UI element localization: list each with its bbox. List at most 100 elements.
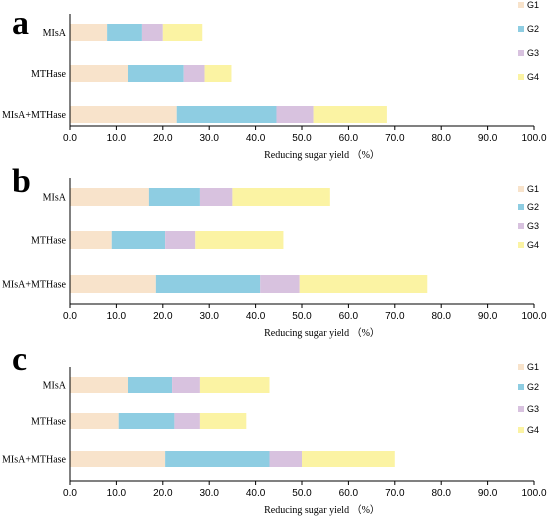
legend-label-g2: G2 <box>527 202 539 212</box>
legend-swatch-g2 <box>518 204 524 210</box>
legend-swatch-g1 <box>518 364 524 370</box>
legend-label-g3: G3 <box>527 48 539 58</box>
legend-label-g3: G3 <box>527 221 539 231</box>
bar-c-misa-mthase-g4 <box>302 451 395 467</box>
bar-a-misa-g2 <box>107 24 142 41</box>
bar-b-mthase-g4 <box>195 231 284 249</box>
bar-c-misa-mthase-g1 <box>70 451 166 467</box>
bar-a-misa-mthase-g1 <box>70 106 177 123</box>
legend-label-g1: G1 <box>527 0 539 10</box>
legend-label-g2: G2 <box>527 24 539 34</box>
category-label: MTHase <box>31 417 67 428</box>
x-tick-label: 30.0 <box>199 311 219 322</box>
x-tick-label: 60.0 <box>339 488 359 499</box>
legend-swatch-g4 <box>518 242 524 248</box>
bar-a-misa-mthase-g3 <box>276 106 314 123</box>
legend-swatch-g4 <box>518 427 524 433</box>
bar-c-mthase-g4 <box>199 413 247 429</box>
legend-swatch-g4 <box>518 74 524 80</box>
legend-swatch-g1 <box>518 2 524 8</box>
x-tick-label: 100.0 <box>521 311 546 322</box>
x-tick-label: 50.0 <box>292 488 312 499</box>
bar-a-misa-g1 <box>70 24 108 41</box>
panel-letter-b: b <box>12 163 31 200</box>
legend-label-g1: G1 <box>527 184 539 194</box>
bar-b-misa-mthase-g1 <box>70 275 156 293</box>
x-tick-label: 80.0 <box>431 311 451 322</box>
x-axis-title: Reducing sugar yield （%） <box>264 149 380 161</box>
bar-b-misa-g4 <box>232 188 330 206</box>
bar-c-mthase-g1 <box>70 413 119 429</box>
category-label: MIsA <box>43 193 67 204</box>
bar-c-misa-mthase-g3 <box>269 451 302 467</box>
bar-b-misa-g3 <box>199 188 233 206</box>
legend-label-g3: G3 <box>527 404 539 414</box>
x-tick-label: 40.0 <box>246 311 266 322</box>
x-tick-label: 0.0 <box>63 133 77 144</box>
x-tick-label: 40.0 <box>246 488 266 499</box>
category-label: MIsA+MTHase <box>2 455 67 466</box>
legend-swatch-g3 <box>518 50 524 56</box>
bar-c-mthase-g3 <box>174 413 200 429</box>
bar-b-mthase-g3 <box>165 231 196 249</box>
x-tick-label: 80.0 <box>431 133 451 144</box>
bar-b-mthase-g2 <box>111 231 166 249</box>
x-tick-label: 20.0 <box>153 311 173 322</box>
legend-label-g1: G1 <box>527 362 539 372</box>
category-label: MIsA+MTHase <box>2 110 67 121</box>
legend-label-g4: G4 <box>527 240 539 250</box>
panel-letter-a: a <box>12 5 29 42</box>
x-axis-title: Reducing sugar yield （%） <box>264 327 380 339</box>
bar-b-misa-g1 <box>70 188 149 206</box>
category-label: MIsA+MTHase <box>2 280 67 291</box>
bar-c-misa-g1 <box>70 377 128 393</box>
x-tick-label: 0.0 <box>63 311 77 322</box>
bar-a-mthase-g2 <box>128 65 184 82</box>
bar-a-misa-g3 <box>141 24 163 41</box>
x-tick-label: 80.0 <box>431 488 451 499</box>
legend-label-g4: G4 <box>527 425 539 435</box>
legend-swatch-g2 <box>518 26 524 32</box>
x-tick-label: 70.0 <box>385 133 405 144</box>
bar-a-misa-mthase-g2 <box>176 106 277 123</box>
x-tick-label: 20.0 <box>153 488 173 499</box>
x-tick-label: 70.0 <box>385 488 405 499</box>
x-axis-title: Reducing sugar yield （%） <box>264 504 380 516</box>
bar-b-misa-mthase-g4 <box>299 275 428 293</box>
bar-b-mthase-g1 <box>70 231 112 249</box>
x-tick-label: 0.0 <box>63 488 77 499</box>
x-tick-label: 50.0 <box>292 133 312 144</box>
x-tick-label: 50.0 <box>292 311 312 322</box>
x-tick-label: 20.0 <box>153 133 173 144</box>
legend-label-g4: G4 <box>527 72 539 82</box>
bar-a-mthase-g3 <box>183 65 205 82</box>
legend-swatch-g2 <box>518 384 524 390</box>
bar-a-misa-g4 <box>162 24 203 41</box>
bar-c-misa-mthase-g2 <box>165 451 270 467</box>
bar-b-misa-g2 <box>148 188 200 206</box>
category-label: MTHase <box>31 69 67 80</box>
category-label: MTHase <box>31 236 67 247</box>
x-tick-label: 40.0 <box>246 133 266 144</box>
bar-a-mthase-g4 <box>204 65 232 82</box>
legend-swatch-g3 <box>518 223 524 229</box>
bar-b-misa-mthase-g2 <box>155 275 261 293</box>
bar-c-misa-g4 <box>199 377 270 393</box>
x-tick-label: 10.0 <box>107 133 127 144</box>
x-tick-label: 70.0 <box>385 311 405 322</box>
category-label: MIsA <box>43 381 67 392</box>
x-tick-label: 10.0 <box>107 311 127 322</box>
x-tick-label: 60.0 <box>339 133 359 144</box>
x-tick-label: 90.0 <box>478 488 498 499</box>
x-tick-label: 30.0 <box>199 488 219 499</box>
bar-c-mthase-g2 <box>118 413 175 429</box>
x-tick-label: 60.0 <box>339 311 359 322</box>
x-tick-label: 90.0 <box>478 133 498 144</box>
bar-c-misa-g3 <box>172 377 200 393</box>
x-tick-label: 10.0 <box>107 488 127 499</box>
x-tick-label: 90.0 <box>478 311 498 322</box>
x-tick-label: 100.0 <box>521 488 546 499</box>
bar-a-misa-mthase-g4 <box>313 106 387 123</box>
bar-c-misa-g2 <box>128 377 173 393</box>
